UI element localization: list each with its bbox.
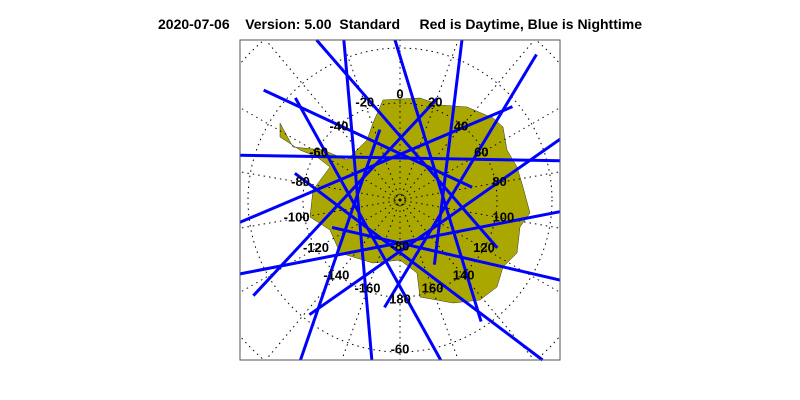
longitude-label: -140 xyxy=(323,267,349,282)
orbit-track xyxy=(293,172,544,362)
meridian-line xyxy=(402,203,535,361)
longitude-label: -120 xyxy=(303,240,329,255)
latitude-label: -60 xyxy=(391,341,410,356)
longitude-label: 100 xyxy=(493,210,515,225)
orbit-track xyxy=(393,39,483,323)
orbit-track xyxy=(294,97,442,361)
latitude-circle xyxy=(394,194,406,206)
satellite-tracks xyxy=(239,39,561,362)
orbit-track xyxy=(342,39,374,361)
meridian-line xyxy=(341,39,399,196)
orbit-track xyxy=(315,39,499,249)
longitude-label: -80 xyxy=(291,174,310,189)
meridian-line xyxy=(401,39,459,196)
pole-dot xyxy=(398,198,402,202)
meridian-line xyxy=(404,107,561,198)
longitude-label: 20 xyxy=(428,95,442,110)
orbit-track xyxy=(308,138,561,316)
orbit-track xyxy=(239,153,561,163)
meridian-line xyxy=(401,204,459,361)
longitude-label: 80 xyxy=(492,174,506,189)
date-label: 2020-07-06 xyxy=(158,16,230,32)
meridian-line xyxy=(239,107,396,198)
meridian-line xyxy=(341,204,399,361)
longitude-label: -20 xyxy=(355,95,374,110)
longitude-label: -100 xyxy=(284,210,310,225)
orbit-track xyxy=(432,39,464,265)
longitude-label: -40 xyxy=(330,119,349,134)
longitude-label: 180 xyxy=(389,291,411,306)
orbit-track xyxy=(252,97,439,297)
graticule xyxy=(239,39,561,361)
latitude-label: -80 xyxy=(391,238,410,253)
longitude-label: 60 xyxy=(474,144,488,159)
graticule-labels: 0 20 40 60 80 100 120 140 160 180 -160 -140 -120 -100… xyxy=(284,86,515,356)
meridian-line xyxy=(404,202,561,293)
longitude-label: -160 xyxy=(354,281,380,296)
meridian-line xyxy=(239,202,396,293)
legend-text: Red is Daytime, Blue is Nighttime xyxy=(419,16,643,32)
meridian-line xyxy=(265,203,398,361)
mode-label: Standard xyxy=(339,16,401,32)
longitude-label: 0 xyxy=(396,86,403,101)
version-label: Version: 5.00 xyxy=(245,16,332,32)
longitude-label: 120 xyxy=(473,240,495,255)
orbit-track xyxy=(263,88,473,189)
longitude-label: 40 xyxy=(454,119,468,134)
meridian-line xyxy=(402,39,535,197)
orbit-track xyxy=(331,225,561,282)
map-title: 2020-07-06 Version: 5.00 Standard Red is… xyxy=(0,16,800,32)
longitude-label: -60 xyxy=(309,144,328,159)
map-frame xyxy=(239,39,561,361)
longitude-label: 140 xyxy=(453,267,475,282)
longitude-label: 160 xyxy=(422,281,444,296)
orbit-track xyxy=(239,105,514,224)
meridian-line xyxy=(265,39,398,197)
